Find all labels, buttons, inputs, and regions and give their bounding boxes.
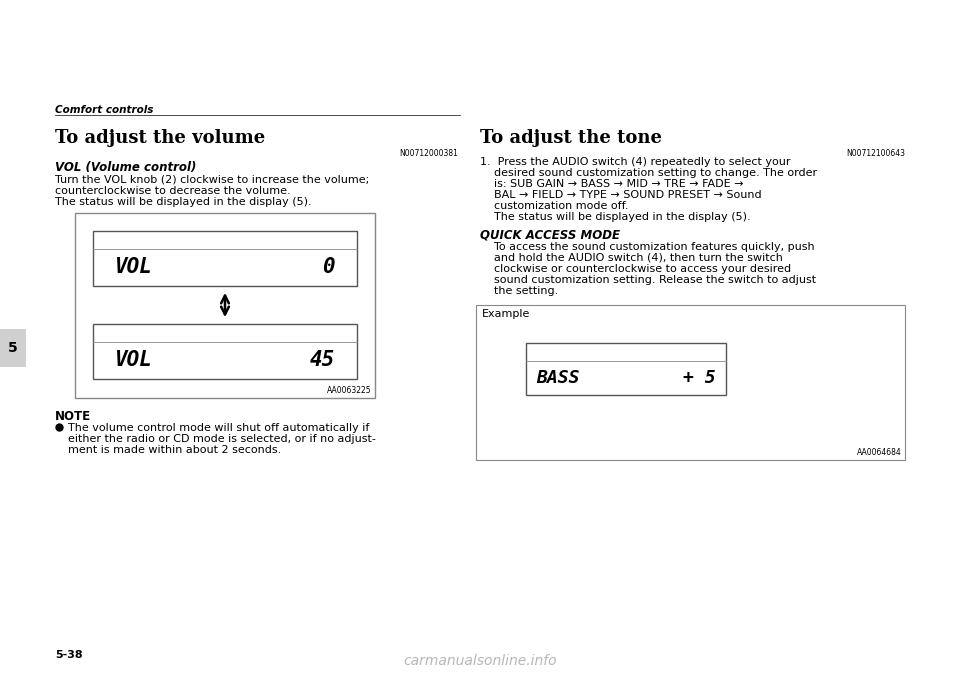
Text: NOTE: NOTE <box>55 410 91 423</box>
Text: BASS: BASS <box>536 369 580 387</box>
Text: sound customization setting. Release the switch to adjust: sound customization setting. Release the… <box>480 275 816 285</box>
Text: 5: 5 <box>8 341 18 355</box>
Bar <box>0 329 26 367</box>
Bar <box>75 213 375 398</box>
Text: Turn the VOL knob (2) clockwise to increase the volume;: Turn the VOL knob (2) clockwise to incre… <box>55 175 370 185</box>
Text: + 5: + 5 <box>684 369 716 387</box>
Text: the setting.: the setting. <box>480 286 559 296</box>
Text: To adjust the volume: To adjust the volume <box>55 129 265 147</box>
Text: AA0064684: AA0064684 <box>857 448 902 457</box>
Text: desired sound customization setting to change. The order: desired sound customization setting to c… <box>480 168 817 178</box>
Text: carmanualsonline.info: carmanualsonline.info <box>403 654 557 668</box>
Bar <box>476 305 905 460</box>
Text: N00712100643: N00712100643 <box>846 149 905 158</box>
Text: clockwise or counterclockwise to access your desired: clockwise or counterclockwise to access … <box>480 264 791 274</box>
Text: 45: 45 <box>310 351 335 370</box>
Text: customization mode off.: customization mode off. <box>480 201 629 211</box>
Text: To access the sound customization features quickly, push: To access the sound customization featur… <box>480 242 815 252</box>
Text: VOL: VOL <box>115 351 153 370</box>
Text: and hold the AUDIO switch (4), then turn the switch: and hold the AUDIO switch (4), then turn… <box>480 253 782 263</box>
Text: QUICK ACCESS MODE: QUICK ACCESS MODE <box>480 229 620 242</box>
Text: VOL (Volume control): VOL (Volume control) <box>55 161 197 174</box>
Text: Comfort controls: Comfort controls <box>55 105 154 115</box>
Text: To adjust the tone: To adjust the tone <box>480 129 662 147</box>
Text: 0: 0 <box>323 257 335 277</box>
Text: AA0063225: AA0063225 <box>327 386 372 395</box>
Text: The status will be displayed in the display (5).: The status will be displayed in the disp… <box>55 197 312 207</box>
Bar <box>93 324 357 379</box>
Text: either the radio or CD mode is selected, or if no adjust-: either the radio or CD mode is selected,… <box>68 434 376 444</box>
Text: counterclockwise to decrease the volume.: counterclockwise to decrease the volume. <box>55 186 291 196</box>
Text: 1.  Press the AUDIO switch (4) repeatedly to select your: 1. Press the AUDIO switch (4) repeatedly… <box>480 157 790 167</box>
Bar <box>526 343 726 395</box>
Text: N00712000381: N00712000381 <box>399 149 458 158</box>
Text: Example: Example <box>482 309 530 319</box>
Text: BAL → FIELD → TYPE → SOUND PRESET → Sound: BAL → FIELD → TYPE → SOUND PRESET → Soun… <box>480 190 761 200</box>
Text: The status will be displayed in the display (5).: The status will be displayed in the disp… <box>480 212 751 222</box>
Text: VOL: VOL <box>115 257 153 277</box>
Text: ment is made within about 2 seconds.: ment is made within about 2 seconds. <box>68 445 281 455</box>
Text: The volume control mode will shut off automatically if: The volume control mode will shut off au… <box>68 423 370 433</box>
Text: 5-38: 5-38 <box>55 650 83 660</box>
Bar <box>93 231 357 286</box>
Text: is: SUB GAIN → BASS → MID → TRE → FADE →: is: SUB GAIN → BASS → MID → TRE → FADE → <box>480 179 743 189</box>
